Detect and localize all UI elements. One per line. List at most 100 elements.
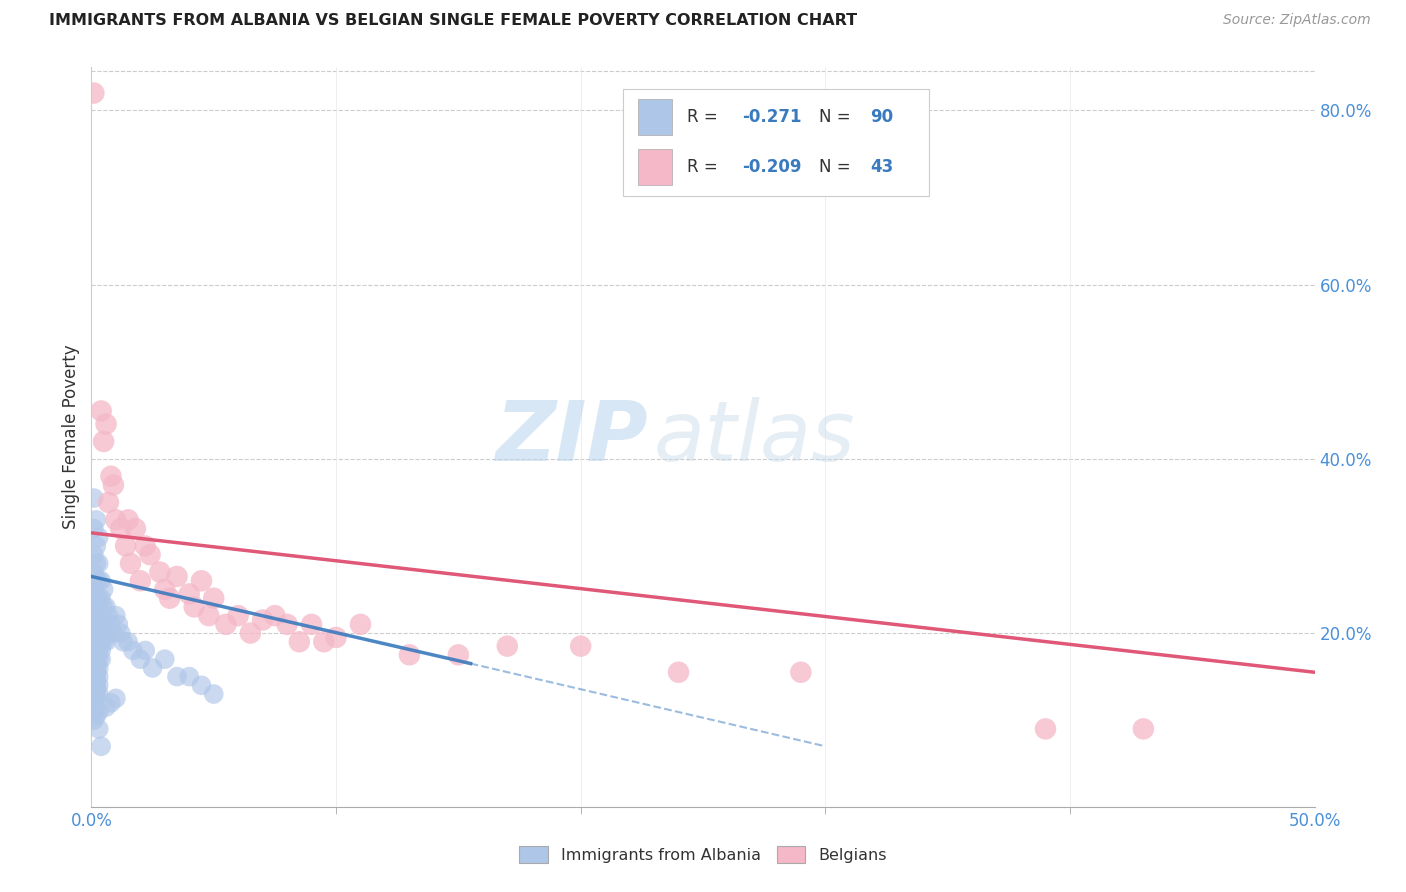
Point: [104, 691, 127, 706]
Point: [84, 539, 107, 553]
Point: [90, 626, 112, 640]
Point: [83, 657, 105, 671]
Point: [84, 708, 107, 723]
Point: [93, 617, 115, 632]
Point: [325, 631, 347, 645]
Point: [252, 613, 274, 627]
Point: [190, 574, 212, 588]
Point: [83, 548, 105, 562]
Point: [226, 608, 249, 623]
Point: [94, 634, 117, 648]
Point: [84, 682, 107, 697]
Point: [276, 617, 298, 632]
Point: [202, 591, 225, 606]
Point: [83, 599, 105, 614]
Point: [90, 634, 112, 648]
Point: [129, 574, 152, 588]
Point: [87, 574, 110, 588]
Point: [83, 673, 105, 688]
Point: [83, 613, 105, 627]
Text: -0.209: -0.209: [742, 158, 801, 176]
Point: [87, 608, 110, 623]
Point: [398, 648, 420, 662]
Point: [90, 574, 112, 588]
Point: [447, 648, 470, 662]
Point: [90, 652, 112, 666]
Point: [112, 634, 135, 648]
Point: [84, 591, 107, 606]
Point: [1132, 722, 1154, 736]
Point: [569, 639, 592, 653]
Text: N =: N =: [820, 108, 856, 127]
Point: [84, 513, 107, 527]
Point: [120, 557, 142, 571]
Point: [83, 652, 105, 666]
Point: [104, 608, 127, 623]
Point: [84, 673, 107, 688]
Text: ZIP: ZIP: [495, 397, 648, 477]
Point: [83, 713, 105, 727]
Point: [84, 661, 107, 675]
Point: [239, 626, 262, 640]
Point: [83, 631, 105, 645]
Point: [87, 670, 110, 684]
Point: [83, 608, 105, 623]
Point: [264, 608, 287, 623]
Point: [110, 626, 132, 640]
Point: [83, 665, 105, 680]
Point: [87, 557, 110, 571]
Point: [790, 665, 813, 680]
Point: [124, 522, 146, 536]
Point: [97, 626, 120, 640]
Point: [83, 622, 105, 636]
Point: [83, 565, 105, 579]
Point: [94, 417, 117, 431]
Point: [349, 617, 371, 632]
Point: [83, 682, 105, 697]
Point: [84, 574, 107, 588]
Point: [90, 643, 112, 657]
Point: [84, 678, 107, 692]
Point: [117, 513, 139, 527]
Point: [87, 661, 110, 675]
Point: [83, 617, 105, 632]
Point: [84, 634, 107, 648]
Point: [190, 678, 212, 692]
Point: [198, 608, 221, 623]
Point: [122, 643, 145, 657]
Point: [90, 591, 112, 606]
Point: [93, 626, 115, 640]
Point: [94, 599, 117, 614]
Point: [84, 557, 107, 571]
Point: [87, 705, 110, 719]
Point: [103, 478, 125, 492]
Point: [183, 599, 205, 614]
Point: [84, 608, 107, 623]
Point: [97, 495, 120, 509]
Point: [94, 617, 117, 632]
Point: [87, 530, 110, 544]
Point: [83, 522, 105, 536]
Point: [84, 626, 107, 640]
Text: 90: 90: [870, 108, 894, 127]
Text: IMMIGRANTS FROM ALBANIA VS BELGIAN SINGLE FEMALE POVERTY CORRELATION CHART: IMMIGRANTS FROM ALBANIA VS BELGIAN SINGL…: [49, 13, 858, 29]
Point: [84, 665, 107, 680]
Point: [134, 539, 156, 553]
Point: [83, 700, 105, 714]
Point: [159, 591, 181, 606]
Point: [668, 665, 690, 680]
Point: [129, 652, 152, 666]
Point: [84, 652, 107, 666]
Point: [107, 617, 129, 632]
Point: [83, 705, 105, 719]
Point: [83, 670, 105, 684]
Text: Source: ZipAtlas.com: Source: ZipAtlas.com: [1223, 13, 1371, 28]
Point: [179, 670, 201, 684]
Text: -0.271: -0.271: [742, 108, 801, 127]
Point: [301, 617, 323, 632]
Point: [87, 591, 110, 606]
Point: [93, 599, 115, 614]
Point: [90, 404, 112, 418]
Point: [1035, 722, 1057, 736]
Point: [87, 634, 110, 648]
